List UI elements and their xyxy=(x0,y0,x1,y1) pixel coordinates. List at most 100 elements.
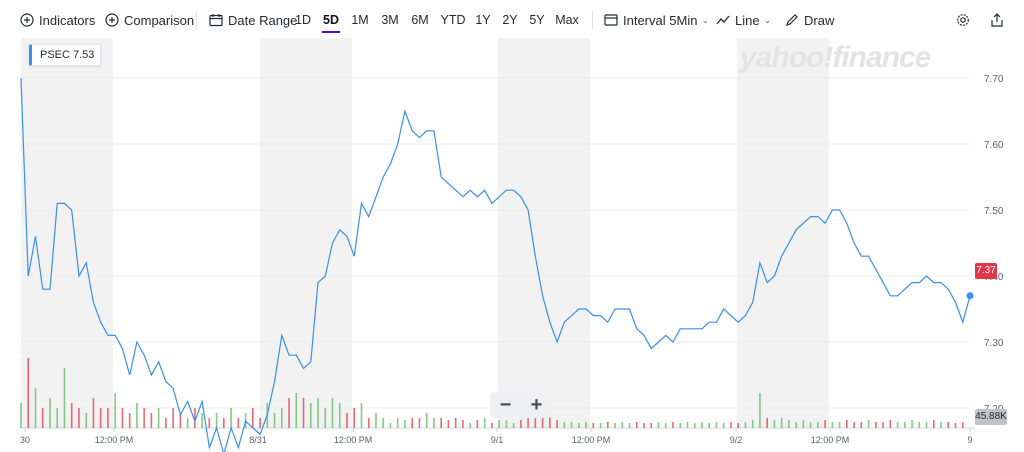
zoom-out-button[interactable]: − xyxy=(499,394,512,416)
volume-bar xyxy=(940,422,942,428)
calendar-icon xyxy=(209,14,223,27)
volume-bar xyxy=(273,413,276,428)
volume-bar xyxy=(686,422,689,428)
volume-bar xyxy=(230,408,232,428)
interval-value: 5Min xyxy=(669,12,698,28)
price-line xyxy=(20,77,971,452)
volume-bar xyxy=(925,422,928,428)
volume-bar xyxy=(744,422,747,428)
volume-bar xyxy=(121,408,124,428)
plus-circle-icon xyxy=(105,13,119,27)
volume-bar xyxy=(143,408,145,428)
draw-button[interactable]: Draw xyxy=(785,10,834,30)
volume-bar xyxy=(447,420,450,428)
volume-bar xyxy=(534,413,537,428)
line-chart-icon xyxy=(716,15,730,25)
range-1m[interactable]: 1M xyxy=(351,13,369,27)
volume-bar xyxy=(172,408,174,428)
range-6m[interactable]: 6M xyxy=(411,13,429,27)
volume-bar xyxy=(114,393,116,428)
volume-bar xyxy=(56,408,59,428)
volume-bar xyxy=(780,418,783,428)
volume-bar xyxy=(882,422,884,428)
volume-bar xyxy=(63,368,66,428)
range-5y[interactable]: 5Y xyxy=(529,13,545,27)
volume-bar xyxy=(621,422,624,428)
volume-bar xyxy=(759,393,761,428)
volume-bar xyxy=(824,420,826,428)
range-5d[interactable]: 5D xyxy=(322,10,340,33)
volume-bar xyxy=(346,413,348,428)
volume-bar xyxy=(961,422,964,428)
volume-bar xyxy=(556,420,558,428)
volume-bar xyxy=(498,420,500,428)
session-shade xyxy=(260,38,352,428)
volume-bar xyxy=(179,413,182,428)
volume-bar xyxy=(628,423,631,428)
volume-bar xyxy=(324,408,327,428)
volume-bar xyxy=(911,420,913,428)
last-price-dot xyxy=(966,292,974,300)
volume-bar xyxy=(599,423,602,428)
volume-bar xyxy=(570,422,573,428)
range-ytd[interactable]: YTD xyxy=(440,13,466,27)
volume-bar xyxy=(541,416,544,428)
volume-bar xyxy=(795,422,797,428)
x-tick-label: 30 xyxy=(20,435,30,445)
volume-bar xyxy=(208,418,211,428)
session-shade xyxy=(498,38,590,428)
volume-bar xyxy=(730,422,732,428)
volume-bar xyxy=(49,398,51,428)
volume-bar xyxy=(70,403,73,428)
x-tick-label: 9 xyxy=(967,435,972,445)
volume-bar xyxy=(418,418,421,428)
volume-bar xyxy=(389,423,392,428)
range-max[interactable]: Max xyxy=(555,13,579,27)
ticker-badge[interactable]: PSEC 7.53 xyxy=(29,44,102,66)
volume-bar xyxy=(809,422,812,428)
range-3m[interactable]: 3M xyxy=(381,13,399,27)
zoom-in-button[interactable]: + xyxy=(530,394,543,416)
volume-bar xyxy=(846,420,848,428)
volume-bar xyxy=(375,413,377,428)
volume-bar xyxy=(92,398,95,428)
volume-bar xyxy=(657,422,660,428)
volume-bar xyxy=(259,418,261,428)
volume-bar xyxy=(693,423,696,428)
volume-bar xyxy=(860,422,863,428)
volume-bar xyxy=(302,398,305,428)
pencil-icon xyxy=(786,14,798,26)
share-button[interactable] xyxy=(990,10,1009,30)
settings-button[interactable] xyxy=(956,10,975,30)
volume-bar xyxy=(751,420,754,428)
volume-bar xyxy=(252,408,254,428)
volume-bar xyxy=(773,420,776,428)
interval-dropdown[interactable]: Interval 5Min ⌄ xyxy=(604,10,709,30)
range-1d[interactable]: 1D xyxy=(295,13,311,27)
volume-bar xyxy=(614,423,616,428)
share-icon xyxy=(991,13,1003,27)
zoom-controls: − + xyxy=(490,392,552,418)
volume-bar xyxy=(78,408,80,428)
volume-bar xyxy=(404,420,406,428)
toolbar-divider xyxy=(196,10,197,30)
volume-bar xyxy=(664,423,667,428)
range-2y[interactable]: 2Y xyxy=(502,13,518,27)
indicators-button[interactable]: Indicators xyxy=(20,10,95,30)
draw-label: Draw xyxy=(804,12,835,28)
range-1y[interactable]: 1Y xyxy=(475,13,491,27)
chart-type-dropdown[interactable]: Line ⌄ xyxy=(716,10,771,30)
volume-bar xyxy=(527,418,529,428)
volume-bar xyxy=(802,420,805,428)
volume-bar xyxy=(454,418,457,428)
volume-bar xyxy=(875,422,877,428)
comparison-button[interactable]: Comparison xyxy=(105,10,194,30)
volume-bar xyxy=(425,413,428,428)
volume-bar xyxy=(896,422,899,428)
session-shade xyxy=(21,38,113,428)
volume-bar xyxy=(954,423,957,428)
volume-bar xyxy=(737,423,739,428)
date-range-button[interactable]: Date Range xyxy=(209,10,297,30)
volume-bar xyxy=(433,418,435,428)
